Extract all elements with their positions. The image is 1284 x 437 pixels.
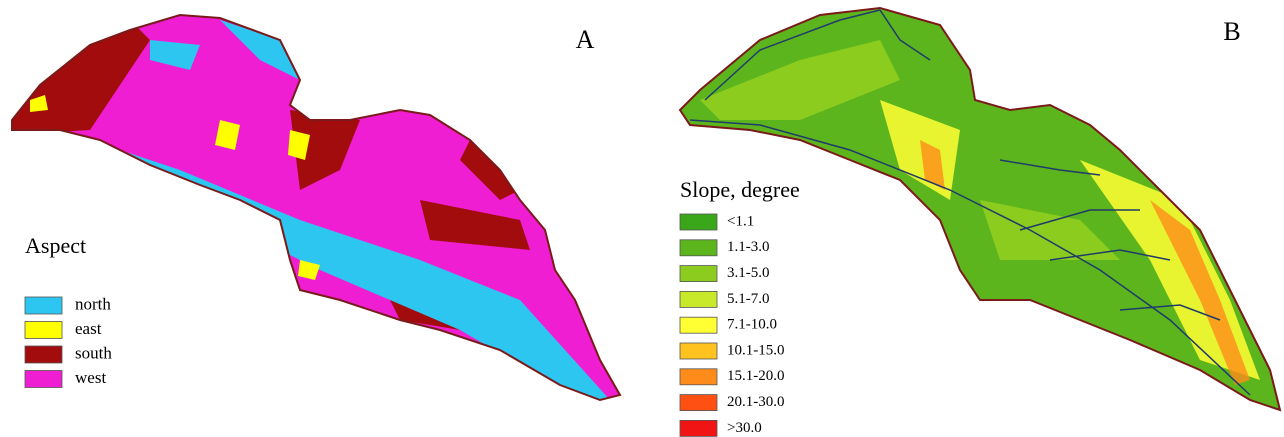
figure: A Aspect north east south west B Slope, degree <…: [0, 0, 1284, 437]
legend-label: 20.1-30.0: [727, 394, 785, 410]
legend-label: south: [75, 343, 112, 362]
legend-swatch: [680, 317, 717, 333]
legend-swatch: [25, 371, 62, 388]
legend-swatch: [25, 322, 62, 339]
legend-label: west: [75, 368, 106, 387]
legend-swatch: [680, 343, 717, 359]
legend-label: north: [75, 294, 111, 313]
legend-label: 15.1-20.0: [727, 368, 785, 384]
legend-swatch: [680, 266, 717, 282]
legend-title: Aspect: [25, 233, 86, 258]
legend-swatch: [680, 395, 717, 411]
panel-label: A: [576, 25, 595, 54]
legend-title: Slope, degree: [680, 177, 800, 202]
legend-label: 3.1-5.0: [727, 265, 770, 281]
legend-label: 10.1-15.0: [727, 342, 785, 358]
legend-swatch: [680, 369, 717, 385]
legend-label: 5.1-7.0: [727, 291, 770, 307]
legend-label: 1.1-3.0: [727, 239, 770, 255]
legend-swatch: [25, 346, 62, 363]
legend-label: <1.1: [727, 213, 754, 229]
legend-label: 7.1-10.0: [727, 317, 777, 333]
legend-swatch: [680, 214, 717, 230]
legend-label: >30.0: [727, 420, 762, 436]
legend-label: east: [75, 319, 102, 338]
panel-label: B: [1223, 17, 1240, 46]
legend-swatch: [25, 297, 62, 314]
legend-swatch: [680, 291, 717, 307]
legend-swatch: [680, 420, 717, 436]
legend-swatch: [680, 240, 717, 256]
